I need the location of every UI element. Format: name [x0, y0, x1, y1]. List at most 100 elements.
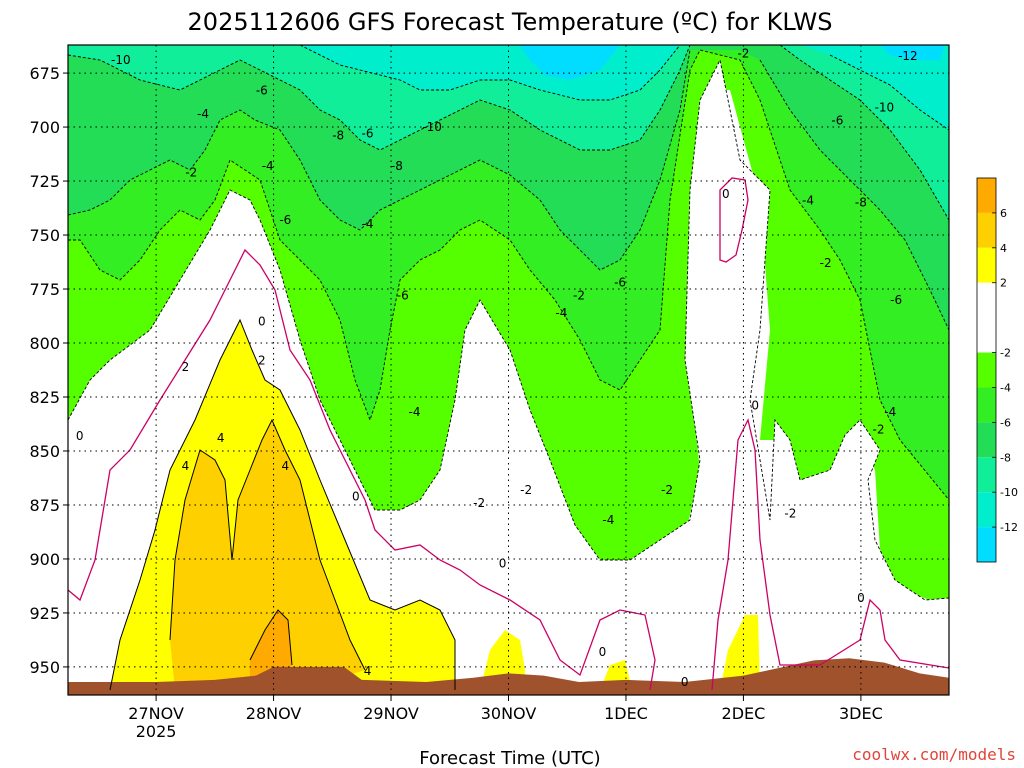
- isotherm-dashed: [68, 45, 949, 221]
- y-tick-label: 900: [29, 550, 60, 569]
- y-tick-label: 850: [29, 442, 60, 461]
- colorbar-band: [977, 247, 996, 283]
- contour-label: -4: [555, 306, 567, 320]
- colorbar-tick-label: -10: [1000, 486, 1018, 499]
- contour-label: -4: [262, 159, 274, 173]
- y-tick-label: 800: [29, 334, 60, 353]
- band-neg12-neg14: [520, 45, 945, 80]
- contour-label: -10: [111, 53, 131, 67]
- contour-label: -4: [197, 107, 209, 121]
- y-tick-label: 725: [29, 172, 60, 191]
- isotherm-dashed: [68, 58, 949, 601]
- colorbar: 6 4 2 -2 -4 -6 -8 -10 -12: [976, 177, 1018, 563]
- colorbar-tick-label: -8: [1000, 451, 1011, 464]
- contour-label: 4: [182, 459, 190, 473]
- contour-labels: -10 -10 -10 -12 -8 -8 -8 -6 -6 -6 -6 -6 -6 -6 -4 -4 -4 -4…: [76, 47, 918, 689]
- contour-label: -4: [409, 405, 421, 419]
- contour-label: -4: [802, 193, 814, 207]
- isotherm-dashed: [299, 45, 949, 131]
- contour-label: -2: [661, 483, 673, 497]
- contour-label: -6: [362, 127, 374, 141]
- colorbar-band: [977, 178, 996, 213]
- x-tick-label: 2DEC: [722, 704, 766, 723]
- band-neg6-neg8: [68, 45, 949, 330]
- colorbar-frame: [976, 177, 997, 563]
- contour-label: 0: [76, 429, 84, 443]
- y-tick-label: 675: [29, 64, 60, 83]
- contour-label: 2: [258, 353, 266, 367]
- band-neg4-neg6: [68, 45, 949, 500]
- contour-label: -2: [873, 422, 885, 436]
- colorbar-tick-label: -12: [1000, 521, 1018, 534]
- colorbar-band: [977, 317, 996, 353]
- credit-text: coolwx.com/models: [852, 745, 1016, 764]
- contour-label: -2: [784, 507, 796, 521]
- colorbar-band: [977, 352, 996, 388]
- contour-label: 0: [722, 187, 730, 201]
- y-tick-label: 950: [29, 658, 60, 677]
- isotherm-dashed: [68, 49, 949, 331]
- isotherm-dashed: [68, 49, 949, 501]
- chart-title: 2025112606 GFS Forecast Temperature (ºC)…: [188, 8, 833, 36]
- contour-label: -10: [422, 120, 442, 134]
- x-axis-label: Forecast Time (UTC): [419, 748, 600, 768]
- contour-label: -6: [614, 276, 626, 290]
- terrain: [68, 658, 949, 695]
- contour-label: 0: [681, 675, 689, 689]
- colorbar-band: [977, 457, 996, 493]
- grid-lines: [68, 45, 949, 695]
- isotherm-solid: [249, 609, 293, 666]
- contour-label: -8: [391, 159, 403, 173]
- y-tick-label: 825: [29, 388, 60, 407]
- contour-label: -8: [332, 129, 344, 143]
- colorbar-tick-label: 4: [1000, 242, 1007, 255]
- contour-label: 0: [258, 314, 266, 328]
- y-tick-label: 700: [29, 118, 60, 137]
- colorbar-band: [977, 282, 996, 318]
- contour-label: 0: [599, 645, 607, 659]
- x-tick-label: 27NOV: [128, 704, 184, 723]
- colorbar-tick-label: 2: [1000, 277, 1007, 290]
- contour-label: 2: [182, 360, 190, 374]
- x-tick-label: 3DEC: [839, 704, 883, 723]
- y-tick-label: 875: [29, 496, 60, 515]
- x-tick-label: 29NOV: [363, 704, 419, 723]
- contour-label: -6: [831, 114, 843, 128]
- colorbar-tick-label: -4: [1000, 381, 1011, 394]
- y-tick-label: 775: [29, 280, 60, 299]
- colorbar-band: [977, 422, 996, 458]
- y-axis: 675 700 725 750 775 800 825 850 875 900 925 950: [29, 64, 68, 677]
- contour-lines: [68, 45, 949, 691]
- contour-label: 4: [281, 459, 289, 473]
- contour-label: -4: [362, 217, 374, 231]
- x-tick-label: 1DEC: [604, 704, 648, 723]
- contour-label: 0: [751, 399, 759, 413]
- contour-label: -6: [279, 213, 291, 227]
- colorbar-band: [977, 387, 996, 423]
- contour-label: -2: [737, 47, 749, 61]
- contour-label: -2: [473, 496, 485, 510]
- x-tick-sublabel: 2025: [136, 722, 177, 741]
- y-tick-label: 750: [29, 226, 60, 245]
- contour-label: 0: [352, 489, 360, 503]
- contour-label: -2: [820, 256, 832, 270]
- contour-label: -2: [520, 483, 532, 497]
- isotherm-solid: [169, 418, 366, 671]
- isotherm-solid: [109, 318, 456, 691]
- contour-label: -8: [855, 196, 867, 210]
- colorbar-tick-label: -2: [1000, 347, 1011, 360]
- contour-label: -6: [256, 83, 268, 97]
- colorbar-band: [977, 212, 996, 248]
- contour-label: -6: [397, 288, 409, 302]
- contour-label: -6: [890, 293, 902, 307]
- band-neg10-neg12: [300, 45, 949, 130]
- zero-isotherm: [68, 248, 949, 691]
- contour-label: -12: [898, 49, 918, 63]
- band-4-6: [170, 420, 365, 690]
- colorbar-band: [977, 492, 996, 528]
- zero-isotherm: [719, 177, 749, 263]
- x-tick-label: 30NOV: [481, 704, 537, 723]
- contour-label: 4: [217, 431, 225, 445]
